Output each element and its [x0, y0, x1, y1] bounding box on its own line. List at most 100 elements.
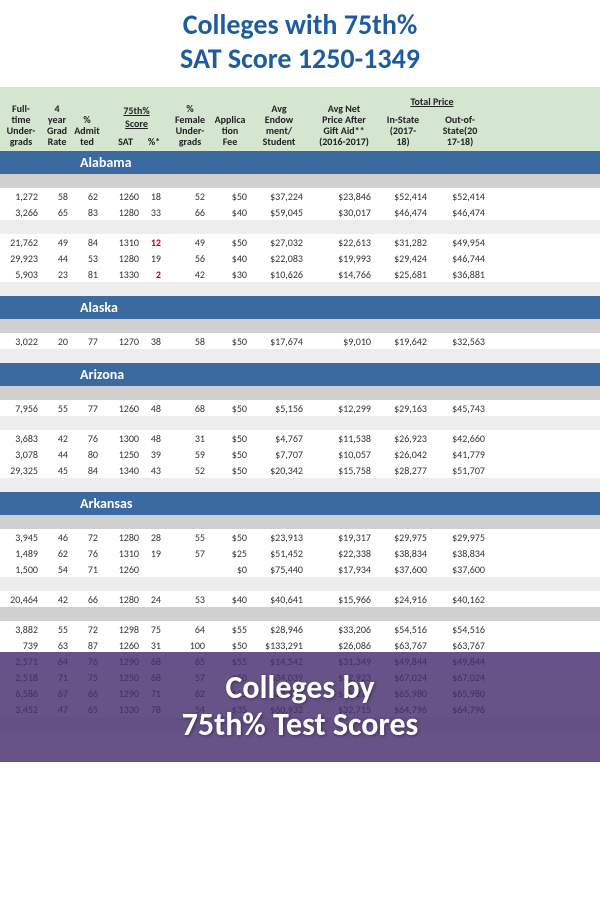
title-line1: Colleges with 75th%	[183, 7, 418, 42]
cell-ad: 72	[72, 623, 102, 636]
cell-out: $41,779	[431, 448, 489, 461]
cell-sat: 1280	[108, 252, 143, 265]
spacer-row	[0, 220, 600, 234]
cell-fem: 58	[171, 335, 209, 348]
table-row: 7,956557712604868$50$5,156$12,299$29,163…	[0, 400, 600, 416]
cell-ins: $38,834	[375, 547, 431, 560]
cell-ad: 83	[72, 206, 102, 219]
cell-end: $40,641	[251, 593, 307, 606]
cell-ins: $26,923	[375, 432, 431, 445]
cell-ug: 3,022	[0, 335, 42, 348]
cell-end: $4,767	[251, 432, 307, 445]
cell-net: $26,086	[313, 639, 375, 652]
cell-out: $32,563	[431, 335, 489, 348]
table-row: 21,762498413101249$50$27,032$22,613$31,2…	[0, 234, 600, 250]
cell-ug: 1,500	[0, 563, 42, 576]
table-row: 1,489627613101957$25$51,452$22,338$38,83…	[0, 545, 600, 561]
cell-fem: 42	[171, 268, 209, 281]
state-header: Arkansas	[0, 492, 600, 515]
cell-fee: $50	[209, 639, 251, 652]
cell-ug: 1,272	[0, 190, 42, 203]
cell-pct: 43	[143, 464, 165, 477]
cell-ug: 3,683	[0, 432, 42, 445]
cell-ad: 53	[72, 252, 102, 265]
cell-pct: 48	[143, 402, 165, 415]
cell-end: $10,626	[251, 268, 307, 281]
cell-ug: 5,903	[0, 268, 42, 281]
cell-fem: 49	[171, 236, 209, 249]
cell-ins: $63,767	[375, 639, 431, 652]
table-row: 1,272586212601852$50$37,224$23,846$52,41…	[0, 188, 600, 204]
cell-pct: 31	[143, 639, 165, 652]
cell-end: $7,707	[251, 448, 307, 461]
cell-ug: 29,923	[0, 252, 42, 265]
cell-net: $22,613	[313, 236, 375, 249]
cell-ad: 66	[72, 593, 102, 606]
cell-fee: $50	[209, 402, 251, 415]
cell-fee: $55	[209, 623, 251, 636]
header-endowment: Avg Endow ment/ Student	[251, 101, 307, 149]
cell-sat: 1260	[108, 563, 143, 576]
cell-net: $14,766	[313, 268, 375, 281]
cell-net: $33,206	[313, 623, 375, 636]
state-header: Alaska	[0, 296, 600, 319]
cell-ins: $29,163	[375, 402, 431, 415]
header-netprice: Avg Net Price After Gift Aid** (2016-201…	[313, 101, 375, 149]
cell-fem: 64	[171, 623, 209, 636]
cell-end: $5,156	[251, 402, 307, 415]
header-score-label: 75th% Score	[108, 104, 165, 130]
cell-sat: 1250	[108, 448, 143, 461]
cell-ug: 29,325	[0, 464, 42, 477]
overlay-line1: Colleges by	[225, 668, 374, 707]
spacer-row	[0, 386, 600, 400]
cell-end: $75,440	[251, 563, 307, 576]
cell-ad: 72	[72, 531, 102, 544]
cell-sat: 1280	[108, 531, 143, 544]
cell-fee: $50	[209, 236, 251, 249]
cell-sat: 1330	[108, 268, 143, 281]
cell-gr: 65	[42, 206, 72, 219]
cell-gr: 45	[42, 464, 72, 477]
cell-ad: 77	[72, 335, 102, 348]
spacer-row	[0, 319, 600, 333]
cell-pct: 19	[143, 547, 165, 560]
cell-ins: $46,474	[375, 206, 431, 219]
cell-ins: $25,681	[375, 268, 431, 281]
header-pct: %*	[143, 134, 165, 149]
spacer-row	[0, 349, 600, 363]
cell-ad: 80	[72, 448, 102, 461]
cell-out: $45,743	[431, 402, 489, 415]
cell-pct: 12	[143, 236, 165, 249]
cell-ins: $28,277	[375, 464, 431, 477]
cell-sat: 1260	[108, 639, 143, 652]
header-admitted: % Admit ted	[72, 112, 102, 149]
cell-sat: 1280	[108, 593, 143, 606]
cell-pct: 38	[143, 335, 165, 348]
cell-fee: $25	[209, 547, 251, 560]
spacer-row	[0, 478, 600, 492]
cell-ug: 3,078	[0, 448, 42, 461]
cell-fee: $50	[209, 464, 251, 477]
header-gradrate: 4 year Grad Rate	[42, 101, 72, 149]
cell-end: $27,032	[251, 236, 307, 249]
cell-gr: 44	[42, 252, 72, 265]
cell-ad: 76	[72, 432, 102, 445]
cell-ad: 76	[72, 547, 102, 560]
cell-fem: 56	[171, 252, 209, 265]
cell-pct: 75	[143, 623, 165, 636]
cell-out: $54,516	[431, 623, 489, 636]
cell-gr: 42	[42, 593, 72, 606]
spacer-row	[0, 416, 600, 430]
cell-ins: $54,516	[375, 623, 431, 636]
cell-net: $10,057	[313, 448, 375, 461]
cell-ins: $29,975	[375, 531, 431, 544]
table-body: Alabama1,272586212601852$50$37,224$23,84…	[0, 151, 600, 731]
table-row: 5,90323811330242$30$10,626$14,766$25,681…	[0, 266, 600, 282]
cell-fee: $30	[209, 268, 251, 281]
cell-gr: 46	[42, 531, 72, 544]
cell-sat: 1260	[108, 190, 143, 203]
table-row: 3,266658312803366$40$59,045$30,017$46,47…	[0, 204, 600, 220]
cell-gr: 62	[42, 547, 72, 560]
cell-out: $29,975	[431, 531, 489, 544]
cell-end: $133,291	[251, 639, 307, 652]
